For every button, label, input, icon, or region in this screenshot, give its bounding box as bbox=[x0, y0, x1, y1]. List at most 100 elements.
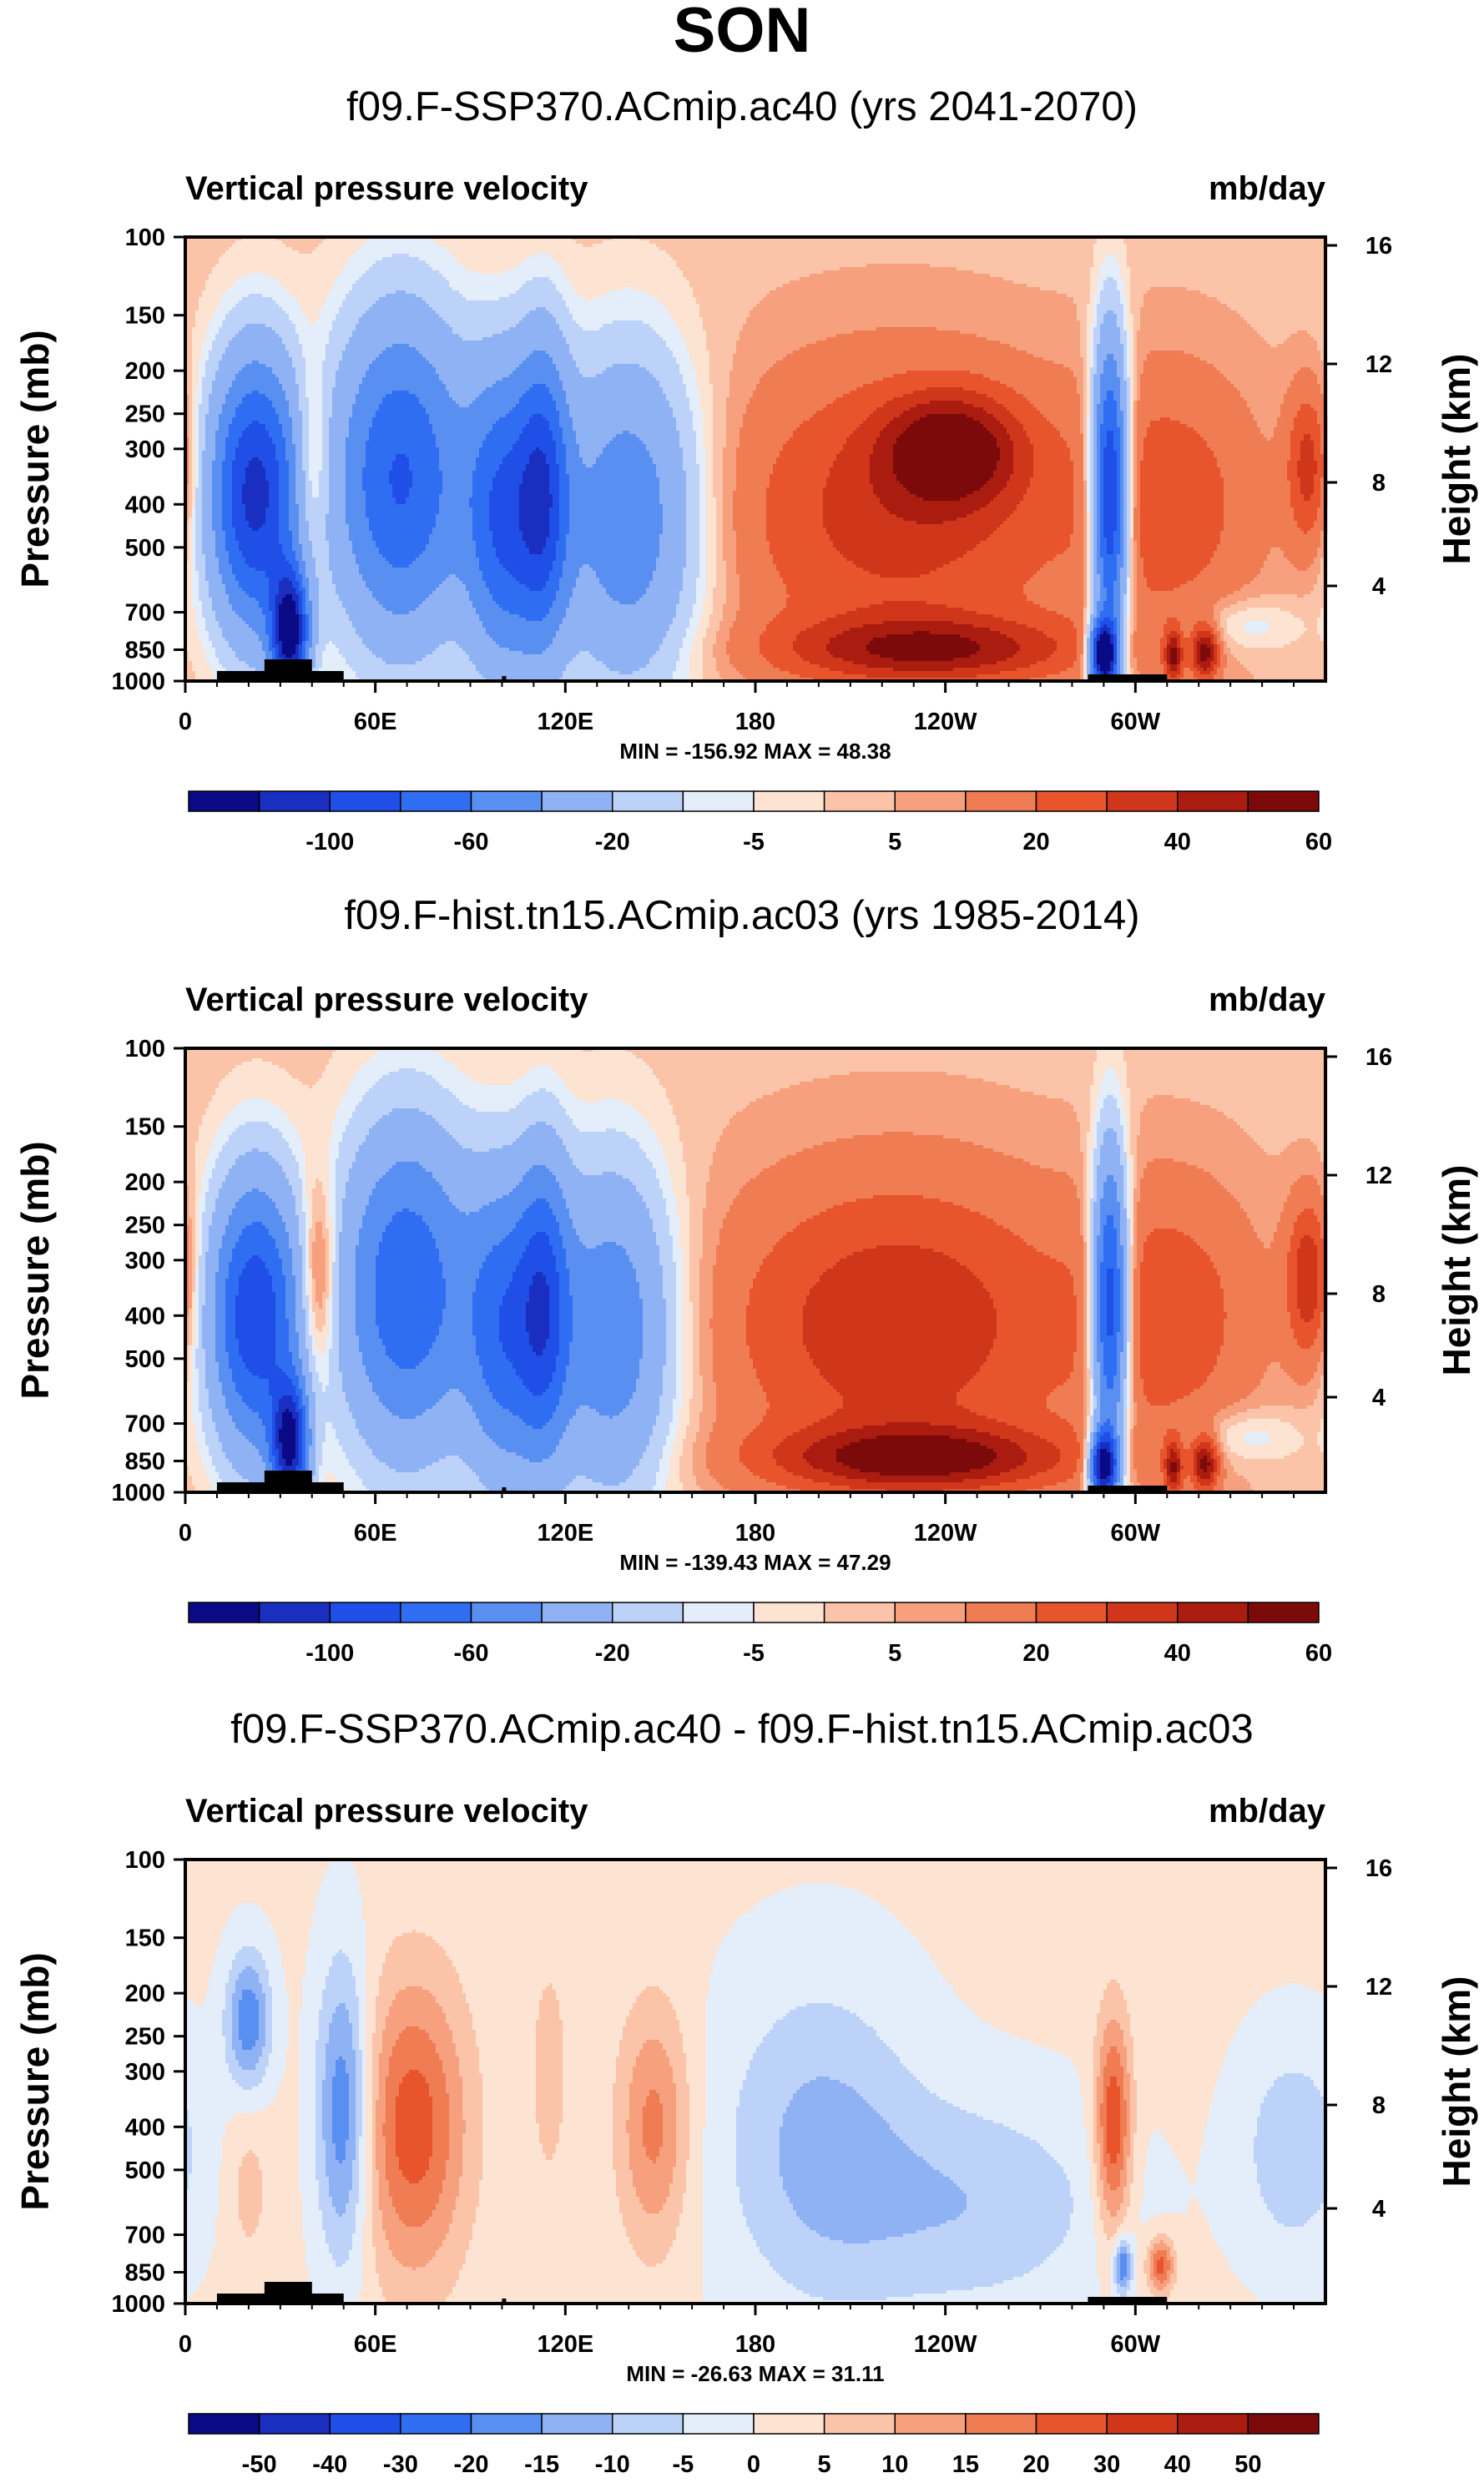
contour-cell bbox=[1093, 327, 1101, 331]
contour-cell bbox=[699, 491, 707, 495]
contour-cell bbox=[689, 284, 784, 288]
contour-cell bbox=[205, 331, 220, 335]
contour-cell bbox=[553, 561, 563, 565]
contour-cell bbox=[1093, 444, 1098, 448]
contour-cell bbox=[326, 347, 346, 351]
contour-cell bbox=[1220, 371, 1298, 375]
contour-cell bbox=[549, 254, 670, 258]
contour-cell bbox=[836, 614, 994, 618]
contour-cell bbox=[656, 474, 687, 478]
contour-cell bbox=[299, 521, 310, 525]
contour-cell bbox=[382, 401, 420, 405]
contour-cell bbox=[1280, 404, 1301, 408]
contour-cell bbox=[432, 591, 470, 595]
contour-cell bbox=[502, 331, 563, 335]
contour-cell bbox=[663, 527, 687, 532]
contour-cell bbox=[1083, 367, 1088, 371]
contour-cell bbox=[1127, 314, 1134, 318]
contour-cell bbox=[1300, 367, 1311, 371]
contour-cell bbox=[1210, 447, 1291, 452]
contour-cell bbox=[319, 471, 330, 475]
contour-cell bbox=[783, 581, 1027, 585]
contour-cell bbox=[1137, 591, 1234, 595]
contour-cell bbox=[553, 604, 570, 608]
contour-cell bbox=[713, 424, 727, 428]
contour-cell bbox=[1133, 477, 1138, 482]
contour-cell bbox=[676, 611, 694, 615]
contour-cell bbox=[1137, 481, 1141, 485]
contour-cell bbox=[563, 387, 664, 391]
contour-cell bbox=[686, 481, 700, 485]
contour-cell bbox=[326, 514, 346, 518]
contour-cell bbox=[1300, 527, 1311, 532]
contour-cell bbox=[1140, 397, 1244, 401]
contour-cell bbox=[189, 427, 193, 431]
contour-cell bbox=[205, 444, 216, 448]
contour-cell bbox=[1227, 618, 1301, 622]
contour-cell bbox=[195, 618, 206, 622]
contour-cell bbox=[1230, 614, 1295, 618]
contour-cell bbox=[1043, 357, 1084, 361]
contour-cell bbox=[189, 487, 193, 492]
contour-cell bbox=[299, 334, 330, 338]
contour-cell bbox=[245, 504, 270, 508]
contour-cell bbox=[269, 608, 276, 612]
contour-cell bbox=[319, 581, 333, 585]
contour-cell bbox=[309, 431, 323, 435]
contour-cell bbox=[673, 354, 690, 358]
contour-cell bbox=[1093, 494, 1098, 498]
contour-cell bbox=[683, 377, 697, 381]
contour-cell bbox=[683, 581, 697, 585]
contour-cell bbox=[1087, 384, 1091, 388]
contour-cell bbox=[1090, 484, 1094, 488]
contour-cell bbox=[302, 411, 310, 415]
contour-cell bbox=[880, 501, 991, 505]
contour-cell bbox=[305, 507, 330, 512]
contour-cell bbox=[309, 584, 320, 588]
contour-cell bbox=[1100, 521, 1104, 525]
contour-cell bbox=[459, 334, 493, 338]
contour-cell bbox=[1133, 344, 1138, 348]
contour-cell bbox=[1083, 591, 1088, 595]
contour-cell bbox=[1317, 514, 1325, 518]
contour-cell bbox=[1100, 481, 1104, 485]
contour-cell bbox=[192, 568, 196, 572]
contour-cell bbox=[329, 464, 346, 468]
contour-cell bbox=[446, 578, 460, 582]
contour-cell bbox=[606, 588, 647, 592]
contour-cell bbox=[780, 454, 837, 458]
contour-cell bbox=[1127, 397, 1131, 401]
contour-cell bbox=[1314, 454, 1325, 458]
contour-cell bbox=[609, 290, 644, 295]
contour-cell bbox=[693, 294, 767, 298]
contour-cell bbox=[1133, 357, 1138, 361]
contour-cell bbox=[1137, 571, 1144, 575]
contour-cell bbox=[322, 384, 336, 388]
contour-cell bbox=[189, 484, 193, 488]
contour-cell bbox=[312, 618, 320, 622]
contour-cell bbox=[566, 337, 664, 341]
contour-cell bbox=[305, 618, 310, 622]
contour-cell bbox=[1083, 554, 1088, 558]
contour-cell bbox=[195, 444, 199, 448]
contour-cell bbox=[1294, 564, 1311, 568]
contour-cell bbox=[739, 584, 787, 588]
contour-cell bbox=[1140, 320, 1248, 325]
contour-cell bbox=[1133, 367, 1138, 371]
contour-cell bbox=[305, 471, 310, 475]
contour-cell bbox=[309, 588, 320, 592]
contour-cell bbox=[275, 621, 280, 625]
contour-cell bbox=[1117, 618, 1121, 622]
contour-cell bbox=[1120, 331, 1128, 335]
contour-cell bbox=[1090, 511, 1094, 515]
contour-cell bbox=[706, 554, 717, 558]
contour-cell bbox=[569, 504, 664, 508]
contour-cell bbox=[202, 294, 223, 298]
contour-cell bbox=[235, 537, 280, 542]
contour-cell bbox=[292, 531, 300, 535]
contour-cell bbox=[840, 451, 874, 455]
contour-cell bbox=[222, 497, 233, 502]
contour-cell bbox=[1300, 491, 1315, 495]
contour-cell bbox=[1097, 444, 1101, 448]
contour-cell bbox=[1113, 441, 1121, 445]
